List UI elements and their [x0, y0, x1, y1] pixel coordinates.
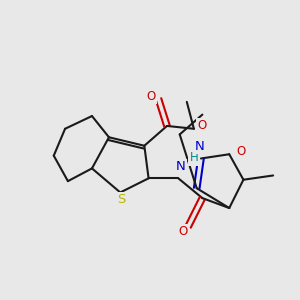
- Text: O: O: [236, 146, 246, 158]
- Text: O: O: [178, 225, 187, 238]
- Text: H: H: [190, 152, 198, 164]
- Text: N: N: [195, 140, 204, 153]
- Text: N: N: [176, 160, 185, 173]
- Text: S: S: [118, 193, 126, 206]
- Text: O: O: [147, 90, 156, 103]
- Text: O: O: [198, 119, 207, 132]
